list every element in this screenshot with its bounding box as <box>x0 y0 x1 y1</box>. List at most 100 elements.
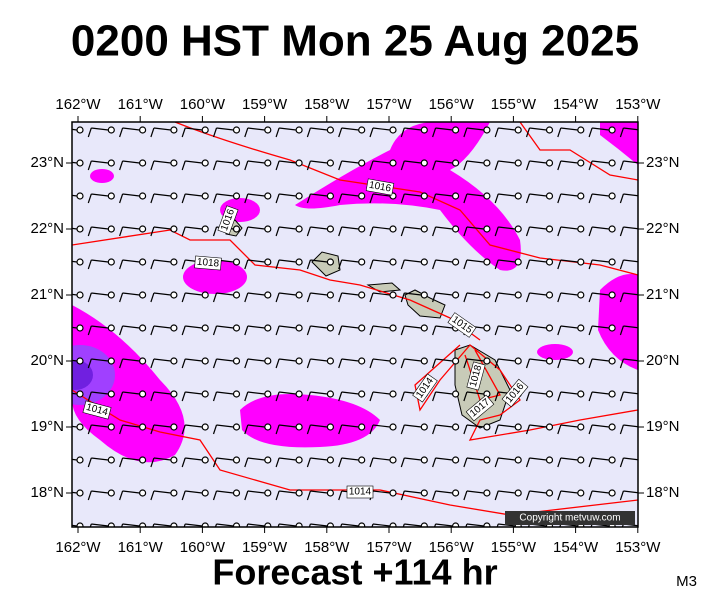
barb-staff <box>435 358 453 362</box>
barb-staff <box>404 193 422 197</box>
barb-flag <box>306 193 311 204</box>
barb-staff <box>72 458 78 461</box>
isobar-label-box <box>466 361 486 391</box>
lon-label: 158°W <box>304 539 350 556</box>
barb-staff <box>216 523 234 527</box>
barb-station <box>76 456 84 464</box>
barb-staff <box>247 292 265 296</box>
barb-flag <box>463 127 468 138</box>
barb-staff <box>153 325 171 329</box>
barb-staff <box>498 490 516 494</box>
barb-staff <box>466 523 484 527</box>
barb-staff <box>466 160 484 164</box>
barb-station <box>608 225 616 233</box>
barb-station <box>608 258 616 266</box>
barb-flag <box>494 292 499 303</box>
barb-staff <box>310 358 328 362</box>
barb-flag <box>588 292 593 303</box>
barb-staff <box>435 490 453 494</box>
barb-station <box>514 225 522 233</box>
barb-station <box>295 192 303 200</box>
barb-flag <box>588 424 593 435</box>
barb-flag <box>557 424 562 435</box>
barb-flag <box>338 391 343 402</box>
barb-flag <box>306 292 311 303</box>
barb-station <box>420 291 428 299</box>
barb-staff <box>91 490 109 494</box>
barb-station <box>170 225 178 233</box>
barb-flag <box>619 490 624 501</box>
barb-staff <box>372 226 391 230</box>
barb-staff <box>592 127 610 131</box>
barb-flag <box>119 226 124 237</box>
barb-station <box>640 127 646 133</box>
barb-staff <box>122 160 140 164</box>
barb-station <box>608 357 616 365</box>
barb-flag <box>119 325 124 336</box>
barb-station <box>264 258 272 266</box>
barb-staff <box>310 424 328 428</box>
barb-station <box>483 258 491 266</box>
barb-staff <box>91 457 109 461</box>
barb-station <box>389 225 397 233</box>
barb-station <box>264 291 272 299</box>
barb-station <box>201 423 209 431</box>
lon-label: 159°W <box>242 96 288 113</box>
barb-staff <box>279 193 297 197</box>
barb-staff <box>122 127 140 131</box>
barb-station <box>514 357 522 365</box>
barb-flag <box>275 457 280 468</box>
barb-station <box>326 192 334 200</box>
barb-station <box>139 390 147 398</box>
barb-staff <box>529 226 547 230</box>
barb-staff <box>247 325 265 329</box>
barb-staff <box>372 490 391 494</box>
barb-staff <box>216 490 234 494</box>
barb-flag <box>338 490 343 501</box>
barb-station <box>358 522 366 527</box>
barb-flag <box>212 325 218 336</box>
barb-flag <box>400 490 405 501</box>
barb-flag <box>119 127 124 138</box>
barb-station <box>389 489 397 497</box>
barb-flag <box>590 523 593 527</box>
barb-staff <box>404 325 422 329</box>
barb-staff <box>560 457 578 461</box>
barb-station <box>76 225 84 233</box>
barb-flag <box>525 292 531 303</box>
barb-station <box>107 159 115 167</box>
barb-flag <box>494 490 499 501</box>
barb-staff <box>404 523 422 527</box>
isobar-label-box <box>365 178 395 196</box>
barb-flag <box>369 358 374 369</box>
barb-station <box>358 456 366 464</box>
barb-staff <box>185 457 203 461</box>
barb-station <box>483 489 491 497</box>
barb-staff <box>592 160 610 164</box>
barb-staff <box>435 325 453 329</box>
barb-flag <box>465 523 468 527</box>
barb-flag <box>181 160 186 171</box>
barb-staff <box>279 160 297 164</box>
barb-flag <box>400 226 405 237</box>
barb-staff <box>91 325 109 329</box>
barb-station <box>139 324 147 332</box>
barb-staff <box>498 292 516 296</box>
barb-station <box>232 357 241 365</box>
barb-station <box>545 456 554 464</box>
barb-staff <box>341 160 359 164</box>
barb-staff <box>153 226 171 230</box>
barb-staff <box>72 326 78 329</box>
barb-flag <box>432 259 437 270</box>
barb-flag <box>306 457 311 468</box>
barb-station <box>389 126 397 134</box>
barb-staff <box>185 193 203 197</box>
barb-station <box>295 390 303 398</box>
barb-staff <box>153 259 171 263</box>
barb-station <box>139 225 147 233</box>
barb-flag <box>120 523 124 527</box>
barb-staff <box>404 358 422 362</box>
barb-staff <box>72 194 78 197</box>
barb-station <box>76 291 84 299</box>
barb-flag <box>119 259 124 270</box>
